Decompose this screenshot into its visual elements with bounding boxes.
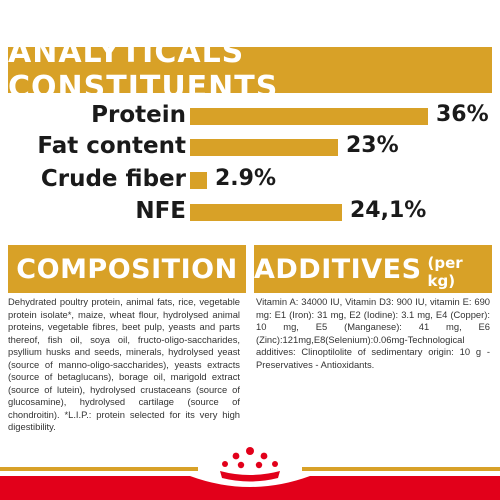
- crown-icon: [220, 447, 280, 482]
- additives-subtitle: (per kg): [427, 254, 463, 290]
- composition-text: Dehydrated poultry protein, animal fats,…: [8, 296, 240, 432]
- row-value: 2.9%: [215, 166, 277, 191]
- composition-header: COMPOSITION: [8, 245, 246, 293]
- additives-text: Vitamin A: 34000 IU, Vitamin D3: 900 IU,…: [256, 296, 490, 370]
- row-bar: [190, 108, 428, 125]
- additives-header: ADDITIVES (per kg): [254, 245, 492, 293]
- composition-title: COMPOSITION: [16, 253, 238, 285]
- footer-band: [0, 476, 500, 500]
- analytics-row-fiber: Crude fiber 2.9%: [0, 164, 500, 194]
- footer-line-right: [302, 467, 500, 471]
- analytics-row-protein: Protein 36%: [0, 100, 500, 130]
- row-bar: [190, 139, 338, 156]
- row-value: 36%: [436, 102, 489, 127]
- row-value: 24,1%: [350, 198, 427, 223]
- row-value: 23%: [346, 133, 399, 158]
- row-bar: [190, 172, 207, 189]
- row-label: Protein: [91, 102, 186, 128]
- analytics-title: ANALYTICALS CONSTITUENTS: [8, 35, 279, 105]
- additives-title: ADDITIVES: [254, 253, 422, 285]
- analytics-banner: ANALYTICALS CONSTITUENTS: [8, 35, 492, 105]
- row-label: Crude fiber: [40, 166, 186, 192]
- analytics-row-fat: Fat content 23%: [0, 131, 500, 161]
- row-label: Fat content: [37, 133, 186, 159]
- footer-line-left: [0, 467, 198, 471]
- row-bar: [190, 204, 342, 221]
- row-label: NFE: [135, 198, 186, 224]
- analytics-row-nfe: NFE 24,1%: [0, 196, 500, 226]
